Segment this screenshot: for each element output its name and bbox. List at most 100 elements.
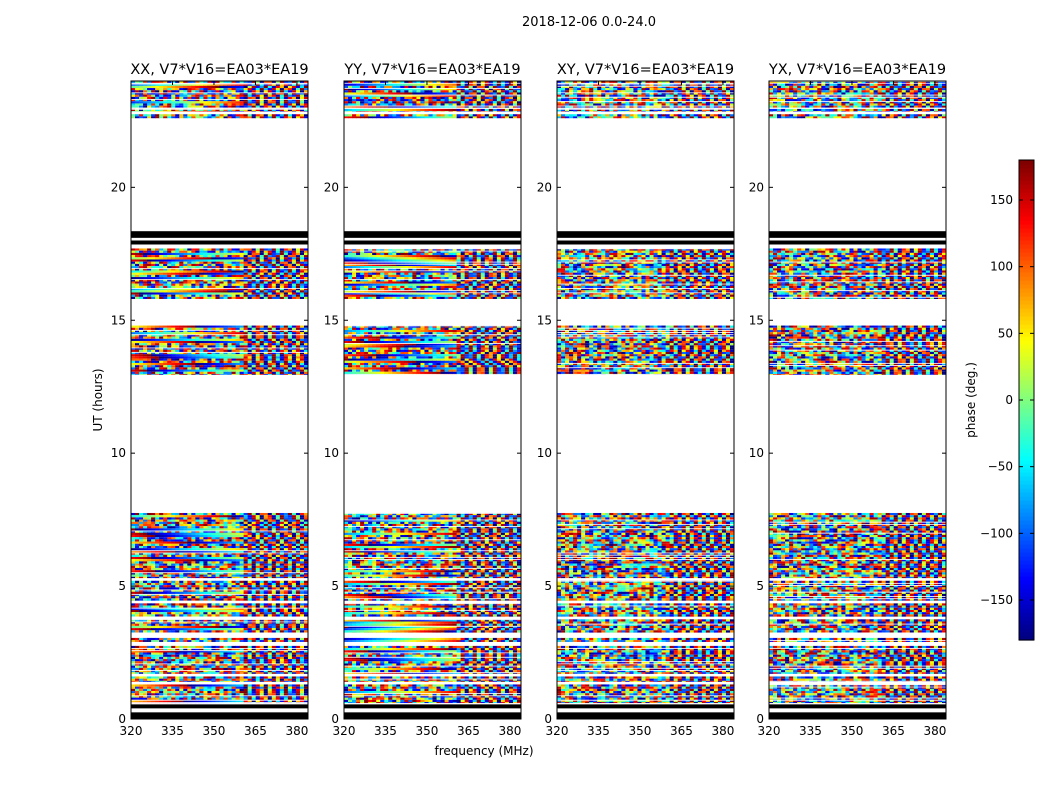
- y-tick-label: 15: [749, 313, 764, 327]
- flagged-band: [131, 240, 308, 245]
- colorbar-swatch: [1019, 200, 1034, 205]
- x-tick-label: 365: [670, 724, 693, 738]
- x-tick-label: 350: [841, 724, 864, 738]
- colorbar-swatch: [1019, 164, 1034, 169]
- colorbar-swatch: [1019, 228, 1034, 233]
- y-tick-label: 5: [756, 579, 764, 593]
- colorbar-swatch: [1019, 316, 1034, 321]
- colorbar-swatch: [1019, 500, 1034, 505]
- flagged-band: [769, 712, 946, 719]
- colorbar-swatch: [1019, 456, 1034, 461]
- axes-frame: [130, 80, 309, 720]
- suptitle: 2018-12-06 0.0-24.0: [522, 15, 656, 30]
- colorbar-swatch: [1019, 160, 1034, 165]
- colorbar-swatch: [1019, 468, 1034, 473]
- x-tick-label: 350: [203, 724, 226, 738]
- flagged-band: [131, 712, 308, 719]
- colorbar-swatch: [1019, 280, 1034, 285]
- colorbar-swatch: [1019, 188, 1034, 193]
- colorbar-swatch: [1019, 232, 1034, 237]
- colorbar-swatch: [1019, 632, 1034, 637]
- colorbar-tick-label: −50: [988, 460, 1013, 474]
- panel-title: YY, V7*V16=EA03*EA19: [343, 62, 520, 78]
- flagged-band: [769, 231, 946, 238]
- colorbar-swatch: [1019, 436, 1034, 441]
- flagged-band: [557, 231, 734, 238]
- colorbar-swatch: [1019, 380, 1034, 385]
- colorbar-swatch: [1019, 304, 1034, 309]
- colorbar-swatch: [1019, 272, 1034, 277]
- y-tick-label: 5: [331, 579, 339, 593]
- colorbar-swatch: [1019, 636, 1034, 641]
- colorbar-swatch: [1019, 328, 1034, 333]
- colorbar-swatch: [1019, 324, 1034, 329]
- colorbar-swatch: [1019, 536, 1034, 541]
- colorbar-swatch: [1019, 528, 1034, 533]
- colorbar-swatch: [1019, 592, 1034, 597]
- colorbar-swatch: [1019, 408, 1034, 413]
- phase-heatmap: [344, 81, 521, 719]
- colorbar-swatch: [1019, 588, 1034, 593]
- colorbar-swatch: [1019, 540, 1034, 545]
- colorbar-swatch: [1019, 368, 1034, 373]
- colorbar-swatch: [1019, 252, 1034, 257]
- panel-yx: YX, V7*V16=EA03*EA19 320 335 350 365 380 0 5 10 1…: [749, 62, 947, 738]
- colorbar-tick-label: 50: [998, 326, 1013, 340]
- panel-title: YX, V7*V16=EA03*EA19: [768, 62, 946, 78]
- colorbar-swatch: [1019, 604, 1034, 609]
- colorbar-swatch: [1019, 196, 1034, 201]
- colorbar-swatch: [1019, 268, 1034, 273]
- colorbar-swatch: [1019, 336, 1034, 341]
- colorbar-swatch: [1019, 552, 1034, 557]
- x-tick-label: 380: [711, 724, 734, 738]
- colorbar-swatch: [1019, 580, 1034, 585]
- colorbar-swatch: [1019, 284, 1034, 289]
- colorbar-swatch: [1019, 560, 1034, 565]
- colorbar-tick-label: −150: [980, 593, 1013, 607]
- y-tick-label: 15: [537, 313, 552, 327]
- colorbar-tick-label: 0: [1005, 393, 1013, 407]
- x-tick-label: 335: [374, 724, 397, 738]
- colorbar-swatch: [1019, 392, 1034, 397]
- colorbar-swatch: [1019, 584, 1034, 589]
- colorbar-swatch: [1019, 620, 1034, 625]
- colorbar-swatch: [1019, 260, 1034, 265]
- phase-heatmap: [557, 81, 734, 719]
- colorbar-swatch: [1019, 300, 1034, 305]
- panels-group: XX, V7*V16=EA03*EA19 320 335 350 365 380 0 5 10 1…: [111, 62, 947, 738]
- flagged-band: [557, 240, 734, 245]
- colorbar-swatch: [1019, 520, 1034, 525]
- x-axis-label: frequency (MHz): [434, 744, 533, 758]
- flagged-band: [557, 712, 734, 719]
- x-tick-label: 335: [799, 724, 822, 738]
- x-tick-label: 320: [758, 724, 781, 738]
- y-tick-label: 10: [537, 446, 552, 460]
- colorbar-swatch: [1019, 184, 1034, 189]
- colorbar-swatch: [1019, 312, 1034, 317]
- colorbar-swatch: [1019, 628, 1034, 633]
- y-tick-label: 20: [111, 180, 126, 194]
- axes-frame: [768, 80, 947, 720]
- colorbar-swatch: [1019, 492, 1034, 497]
- colorbar-swatch: [1019, 168, 1034, 173]
- colorbar-swatch: [1019, 412, 1034, 417]
- colorbar-swatch: [1019, 624, 1034, 629]
- colorbar-swatch: [1019, 452, 1034, 457]
- colorbar-tick-label: 100: [990, 260, 1013, 274]
- x-tick-label: 320: [120, 724, 143, 738]
- colorbar-swatch: [1019, 440, 1034, 445]
- y-tick-label: 0: [544, 712, 552, 726]
- colorbar-swatch: [1019, 292, 1034, 297]
- colorbar-swatch: [1019, 220, 1034, 225]
- colorbar: −150 −100 −50 0 50 100 150 phase (deg.): [964, 159, 1035, 641]
- y-tick-label: 0: [756, 712, 764, 726]
- colorbar-swatch: [1019, 204, 1034, 209]
- colorbar-swatch: [1019, 460, 1034, 465]
- flagged-band: [131, 231, 308, 238]
- colorbar-swatch: [1019, 504, 1034, 509]
- colorbar-swatch: [1019, 376, 1034, 381]
- colorbar-swatch: [1019, 576, 1034, 581]
- colorbar-swatch: [1019, 208, 1034, 213]
- colorbar-swatch: [1019, 224, 1034, 229]
- colorbar-swatch: [1019, 444, 1034, 449]
